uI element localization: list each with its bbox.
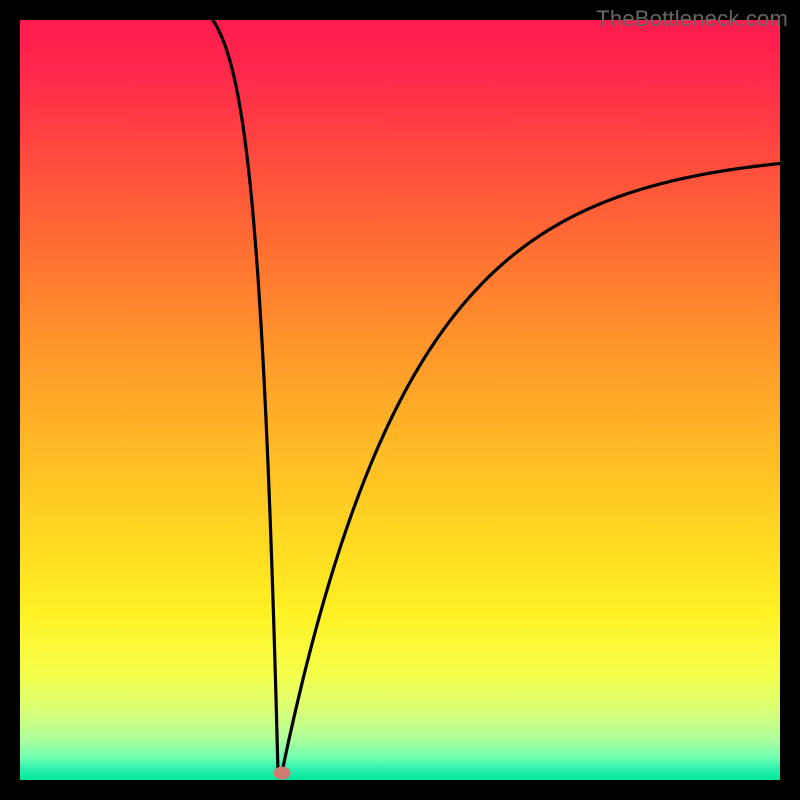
chart-container: TheBottleneck.com: [0, 0, 800, 800]
watermark-text: TheBottleneck.com: [596, 6, 788, 32]
bottleneck-chart: [0, 0, 800, 800]
optimal-point-marker: [274, 767, 291, 780]
